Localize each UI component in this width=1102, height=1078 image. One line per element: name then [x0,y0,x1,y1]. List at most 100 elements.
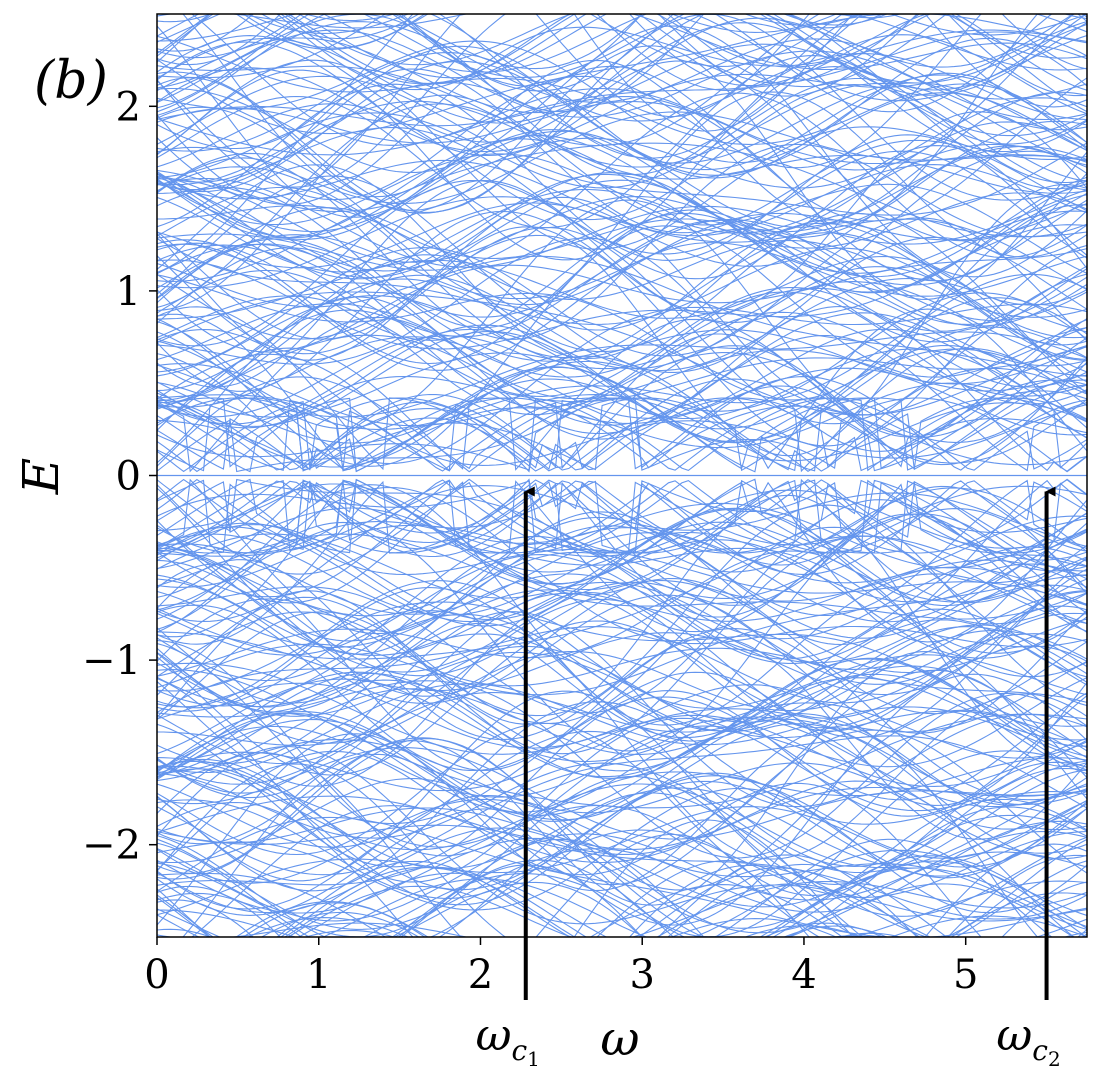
band-line [157,775,1087,937]
band-line [157,760,1087,870]
band-line [157,14,1087,78]
x-tick-label: 1 [306,952,331,998]
band-line [157,25,1087,278]
band-line [157,188,1087,273]
band-line [157,55,1087,229]
band-line [157,121,1087,239]
band-line [157,84,1087,221]
band-line [157,14,1087,145]
band-line [157,722,1087,896]
band-line [157,512,1087,623]
band-line [589,884,844,937]
band-line [157,91,1087,233]
band-line [157,14,1087,113]
band-line [157,787,1087,914]
band-line [596,860,864,937]
band-line [157,236,1087,402]
band-line [157,175,1087,339]
band-line [157,37,1087,164]
band-line [303,929,875,937]
band-line [157,881,1087,937]
band-line [157,533,1087,659]
band-line [157,14,1087,71]
band-line [157,14,1087,132]
band-line [260,911,889,937]
y-tick-label: 0 [116,454,141,500]
band-line [157,184,1087,457]
band-line [242,14,884,49]
band-line [157,873,1087,937]
band-line [157,604,1087,806]
y-tick-label: 1 [116,269,141,315]
band-line [157,763,1087,937]
band-line [157,678,1087,763]
band-line [157,515,1087,617]
band-line [157,613,1087,732]
band-line [589,14,844,67]
band-line [596,14,864,91]
band-line [157,833,1087,937]
band-line [157,217,1087,373]
band-line [157,273,1087,430]
y-tick-label: 2 [116,84,141,130]
band-line [157,269,1087,416]
band-line [157,82,1087,186]
band-line [157,150,1087,392]
band-line [157,479,1087,606]
band-line [157,135,1087,239]
band-line [157,14,1087,108]
x-axis-title: ω [600,1011,639,1067]
band-line [157,207,1087,318]
band-line [157,551,1087,704]
band-line [157,712,1087,830]
band-line [157,172,1087,293]
band-line [157,795,1087,920]
band-line [157,843,1087,937]
y-tick-label: −1 [82,638,141,684]
band-line [157,730,1087,867]
band-line [157,479,1087,642]
band-line [157,17,1087,157]
band-line [157,31,1087,156]
band-line [157,673,1087,926]
panel-label: (b) [34,51,108,111]
band-line [157,483,1087,607]
band-line [157,801,918,937]
band-line [157,344,1087,468]
band-line [157,186,1087,359]
band-line [280,866,1087,937]
band-line [157,814,1087,914]
critical-point-label: ωc1 [476,1010,540,1071]
band-line [157,735,1087,876]
band-line [157,765,1087,869]
band-line [157,591,1087,787]
band-line [157,219,1087,338]
band-line [157,14,1075,171]
band-line [247,14,838,34]
band-line [157,328,1087,439]
band-line [157,806,1087,937]
band-line [157,209,1087,365]
band-line [157,352,1087,473]
band-line [157,14,1039,224]
band-line [157,77,1087,189]
critical-point-label: ωc2 [996,1010,1060,1071]
band-line [157,96,1087,282]
band-line [157,173,1087,280]
x-tick-label: 2 [468,952,493,998]
band-line [157,331,1087,418]
band-line [157,14,1087,122]
band-line [157,14,1087,159]
band-line [157,479,1087,588]
band-line [242,902,884,937]
band-line [157,535,1087,682]
plot-area [157,14,1087,937]
band-line [157,204,1087,401]
y-tick-label: −2 [82,823,141,869]
band-line [157,657,1087,776]
band-line [297,14,1087,91]
band-line [157,591,1087,713]
band-line [157,247,1087,400]
band-line [287,14,1087,102]
